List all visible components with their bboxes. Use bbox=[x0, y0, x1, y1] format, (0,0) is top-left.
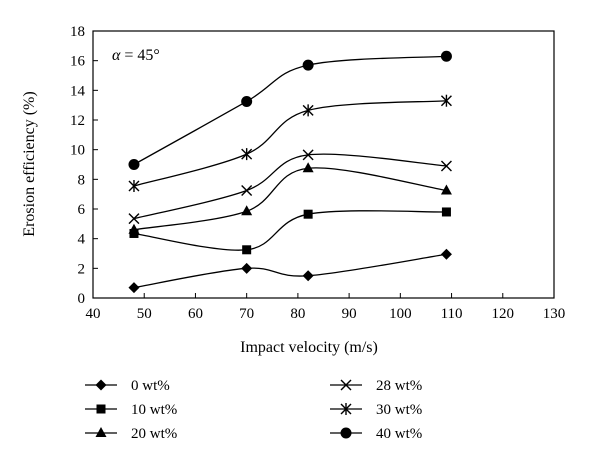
marker-stroke bbox=[340, 379, 352, 391]
legend-item: 30 wt% bbox=[330, 402, 422, 418]
data-point bbox=[241, 95, 253, 107]
data-point bbox=[302, 270, 314, 282]
x-axis: 40 50 60 70 80 90 100 110 120 130 bbox=[86, 293, 566, 322]
plot-frame bbox=[92, 30, 555, 299]
data-point bbox=[241, 262, 253, 274]
data-point bbox=[302, 162, 314, 173]
y-tick-label: 14 bbox=[70, 83, 86, 99]
marker-stroke bbox=[241, 184, 253, 196]
y-tick-label: 16 bbox=[70, 54, 86, 70]
series-30-wt- bbox=[128, 94, 452, 193]
legend-marker bbox=[95, 379, 107, 391]
data-point bbox=[440, 94, 452, 107]
series-28-wt- bbox=[128, 149, 452, 225]
x-tick-label: 100 bbox=[389, 306, 412, 322]
legend-label: 20 wt% bbox=[131, 426, 177, 442]
data-point bbox=[128, 180, 140, 193]
x-tick-label: 120 bbox=[492, 306, 515, 322]
x-tick-label: 40 bbox=[86, 306, 101, 322]
data-point bbox=[303, 209, 313, 219]
x-tick-label: 70 bbox=[239, 306, 254, 322]
data-point bbox=[242, 245, 252, 255]
data-point bbox=[302, 59, 314, 71]
data-point bbox=[241, 148, 253, 161]
legend-label: 0 wt% bbox=[131, 378, 170, 394]
y-tick-label: 12 bbox=[70, 113, 85, 129]
series-20-wt- bbox=[128, 162, 452, 234]
y-tick-label: 0 bbox=[78, 291, 86, 307]
legend-marker bbox=[340, 427, 352, 439]
legend-item: 20 wt% bbox=[85, 426, 177, 442]
y-axis-title: Erosion efficiency (%) bbox=[21, 91, 38, 236]
annotation-text: = 45° bbox=[120, 47, 159, 64]
y-tick-label: 4 bbox=[78, 232, 86, 248]
y-tick-label: 6 bbox=[78, 202, 86, 218]
legend-label: 40 wt% bbox=[376, 426, 422, 442]
y-tick-label: 8 bbox=[78, 172, 86, 188]
series-layer bbox=[128, 50, 452, 294]
data-point bbox=[241, 205, 253, 216]
data-point bbox=[440, 248, 452, 260]
series-10-wt- bbox=[129, 207, 451, 255]
x-tick-label: 50 bbox=[137, 306, 152, 322]
series-40-wt- bbox=[128, 50, 452, 170]
legend-marker bbox=[340, 403, 352, 415]
legend-marker bbox=[95, 427, 107, 437]
annotation-symbol: α bbox=[112, 47, 121, 64]
legend: 0 wt% 10 wt% 20 wt% 28 wt% 30 wt% 40 wt% bbox=[85, 378, 422, 442]
series-0-wt- bbox=[128, 248, 452, 294]
data-point bbox=[128, 159, 140, 170]
legend-label: 28 wt% bbox=[376, 378, 422, 394]
legend-item: 40 wt% bbox=[330, 426, 422, 442]
data-point bbox=[241, 184, 253, 196]
series-line bbox=[133, 55, 447, 166]
marker-stroke bbox=[302, 149, 314, 161]
data-point bbox=[128, 213, 140, 225]
data-point bbox=[128, 282, 140, 294]
data-point bbox=[441, 207, 451, 217]
y-tick-label: 2 bbox=[78, 261, 86, 277]
series-line bbox=[133, 253, 447, 289]
legend-item: 10 wt% bbox=[85, 402, 177, 418]
legend-label: 30 wt% bbox=[376, 402, 422, 418]
data-point bbox=[440, 50, 452, 62]
x-tick-label: 130 bbox=[543, 306, 566, 322]
data-point bbox=[302, 149, 314, 161]
y-tick-label: 18 bbox=[70, 24, 85, 40]
series-line bbox=[133, 153, 447, 220]
legend-item: 0 wt% bbox=[85, 378, 170, 394]
x-axis-title: Impact velocity (m/s) bbox=[240, 339, 378, 356]
series-line bbox=[133, 167, 447, 231]
legend-marker bbox=[96, 404, 106, 414]
legend-marker bbox=[340, 379, 352, 391]
y-axis: 0 2 4 6 8 10 12 14 16 18 bbox=[70, 24, 98, 307]
marker-stroke bbox=[128, 213, 140, 225]
data-point bbox=[440, 184, 452, 195]
series-line bbox=[133, 100, 447, 187]
series-line bbox=[133, 210, 447, 251]
plot-area-border bbox=[92, 30, 555, 299]
data-point bbox=[302, 104, 314, 117]
x-tick-label: 80 bbox=[290, 306, 305, 322]
angle-annotation: α = 45° bbox=[112, 47, 160, 64]
legend-label: 10 wt% bbox=[131, 402, 177, 418]
x-tick-label: 90 bbox=[342, 306, 357, 322]
x-tick-label: 60 bbox=[188, 306, 203, 322]
legend-item: 28 wt% bbox=[330, 378, 422, 394]
data-point bbox=[128, 223, 140, 234]
data-point bbox=[440, 160, 452, 172]
marker-stroke bbox=[440, 160, 452, 172]
y-tick-label: 10 bbox=[70, 143, 85, 159]
x-tick-label: 110 bbox=[441, 306, 463, 322]
